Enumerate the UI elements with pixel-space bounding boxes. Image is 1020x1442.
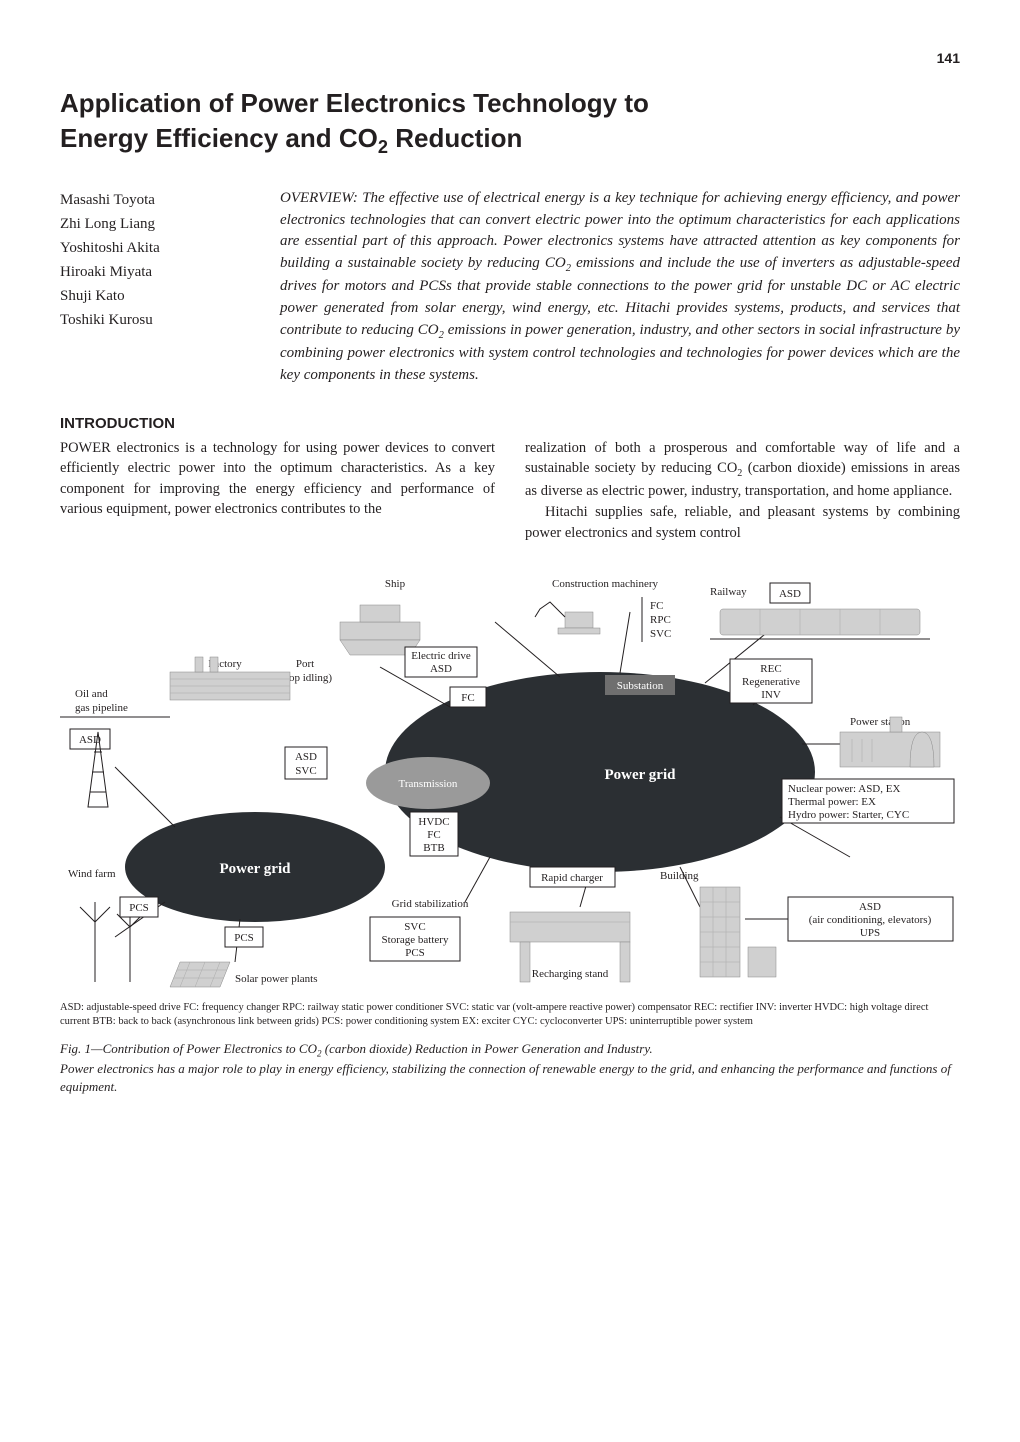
- intro-body: POWER electronics is a technology for us…: [60, 438, 960, 544]
- author: Hiroaki Miyata: [60, 260, 240, 284]
- nuclear-label: Nuclear power: ASD, EX: [788, 783, 900, 795]
- title-sub: 2: [378, 137, 388, 157]
- pcs-stab-label: PCS: [405, 947, 425, 959]
- railway-label: Railway: [710, 586, 747, 598]
- hydro-label: Hydro power: Starter, CYC: [788, 809, 909, 821]
- storage-label: Storage battery: [382, 934, 449, 946]
- section-heading-introduction: INTRODUCTION: [60, 415, 960, 432]
- building-icon: [700, 887, 776, 977]
- asd-railway-label: ASD: [779, 588, 801, 600]
- svc-label: SVC: [650, 628, 671, 640]
- page-number: 141: [60, 50, 960, 66]
- overview-abstract: OVERVIEW: The effective use of electrica…: [280, 188, 960, 387]
- electric-drive-asd-label: ASD: [430, 663, 452, 675]
- author: Zhi Long Liang: [60, 212, 240, 236]
- construction-label: Construction machinery: [552, 578, 659, 590]
- asd-building-label: ASD: [859, 901, 881, 913]
- caption-text: (carbon dioxide) Reduction in Power Gene…: [322, 1041, 653, 1056]
- substation-label: Substation: [617, 680, 664, 692]
- author: Yoshitoshi Akita: [60, 236, 240, 260]
- article-title: Application of Power Electronics Technol…: [60, 86, 960, 160]
- hvdc-fc-label: FC: [427, 829, 440, 841]
- regen-label: Regenerative: [742, 676, 800, 688]
- title-line2a: Energy Efficiency and CO: [60, 123, 378, 153]
- inv-label: INV: [761, 689, 781, 701]
- electric-drive-label: Electric drive: [411, 650, 471, 662]
- author: Shuji Kato: [60, 284, 240, 308]
- rapid-charger-label: Rapid charger: [541, 872, 603, 884]
- title-line1: Application of Power Electronics Technol…: [60, 88, 649, 118]
- power-grid-label: Power grid: [605, 767, 677, 783]
- gas-label: gas pipeline: [75, 702, 128, 714]
- figure-legend: ASD: adjustable-speed drive FC: frequenc…: [60, 1001, 960, 1029]
- ship-label: Ship: [385, 578, 406, 590]
- thermal-label: Thermal power: EX: [788, 796, 876, 808]
- author: Masashi Toyota: [60, 188, 240, 212]
- building-label: Building: [660, 870, 699, 882]
- connector: [115, 767, 175, 827]
- connector: [620, 612, 630, 673]
- asd-mid-label: ASD: [295, 751, 317, 763]
- header-row: Masashi Toyota Zhi Long Liang Yoshitoshi…: [60, 188, 960, 387]
- caption-text: Fig. 1—Contribution of Power Electronics…: [60, 1041, 317, 1056]
- intro-para: realization of both a prosperous and com…: [525, 438, 960, 502]
- pcs-solar-label: PCS: [234, 932, 254, 944]
- intro-para: POWER electronics is a technology for us…: [60, 438, 495, 520]
- pcs-wind-label: PCS: [129, 902, 149, 914]
- asd-building-detail: (air conditioning, elevators): [809, 914, 932, 926]
- overview-label: OVERVIEW:: [280, 190, 362, 206]
- fc-ship-label: FC: [461, 692, 474, 704]
- intro-para: Hitachi supplies safe, reliable, and ple…: [525, 502, 960, 543]
- figure-1: Power grid Power grid Transmission HVDC …: [60, 567, 960, 1096]
- oil-label: Oil and: [75, 688, 108, 700]
- author: Toshiki Kurosu: [60, 308, 240, 332]
- solar-label: Solar power plants: [235, 973, 317, 985]
- train-icon: [710, 609, 930, 639]
- connector: [465, 857, 490, 902]
- power-grid-label-2: Power grid: [220, 861, 292, 877]
- port-label: Port: [296, 658, 314, 670]
- figure-caption: Fig. 1—Contribution of Power Electronics…: [60, 1040, 960, 1097]
- figure-1-diagram: Power grid Power grid Transmission HVDC …: [60, 567, 960, 997]
- rpc-label: RPC: [650, 614, 671, 626]
- ups-label: UPS: [860, 927, 880, 939]
- excavator-icon: [535, 602, 600, 634]
- transmission-label: Transmission: [399, 778, 458, 790]
- connector: [495, 622, 560, 677]
- svc-mid-label: SVC: [295, 765, 316, 777]
- hvdc-label: HVDC: [418, 816, 449, 828]
- title-line2b: Reduction: [388, 123, 522, 153]
- wind-farm-label: Wind farm: [68, 868, 116, 880]
- author-list: Masashi Toyota Zhi Long Liang Yoshitoshi…: [60, 188, 240, 387]
- caption-text: Power electronics has a major role to pl…: [60, 1061, 951, 1094]
- rec-label: REC: [760, 663, 781, 675]
- btb-label: BTB: [423, 842, 444, 854]
- solar-panel-icon: [170, 962, 230, 987]
- grid-stab-label: Grid stabilization: [392, 898, 469, 910]
- recharge-label: Recharging stand: [532, 968, 609, 980]
- svc-stab-label: SVC: [404, 921, 425, 933]
- fc-label: FC: [650, 600, 663, 612]
